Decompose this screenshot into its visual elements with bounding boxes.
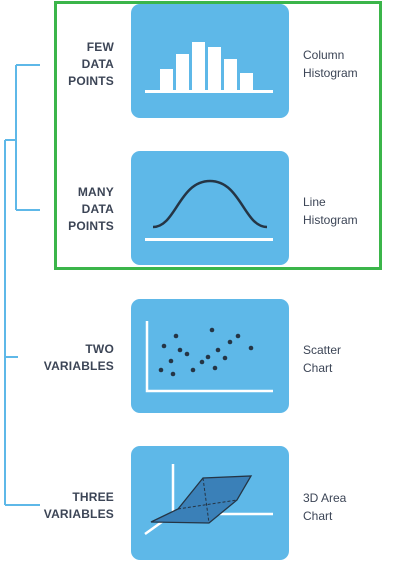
line-histogram-icon: [145, 179, 273, 241]
tree-upper-branch: [5, 64, 40, 211]
row-label-line: THREE: [72, 490, 114, 504]
chart-name-line: 3D Area: [303, 491, 347, 505]
chart-name-line: Column: [303, 48, 345, 62]
scatter-chart-tile[interactable]: [131, 299, 289, 413]
chart-name-column-histogram: Column Histogram: [303, 46, 358, 82]
3d-area-chart-icon: [144, 464, 273, 536]
highlight-frame: [54, 1, 382, 270]
3d-area-chart-tile[interactable]: [131, 446, 289, 560]
row-label-line: DATA: [81, 57, 114, 71]
chart-name-line: Histogram: [303, 213, 358, 227]
chart-name-scatter-chart: Scatter Chart: [303, 341, 341, 377]
row-label-line: MANY: [77, 185, 114, 199]
row-label-line: POINTS: [68, 74, 114, 88]
line-histogram-tile[interactable]: [131, 151, 289, 265]
chart-name-line-histogram: Line Histogram: [303, 193, 358, 229]
column-histogram-tile[interactable]: [131, 4, 289, 118]
row-label-line: TWO: [85, 342, 114, 356]
chart-name-line: Histogram: [303, 66, 358, 80]
chart-name-line: Scatter: [303, 343, 342, 357]
row-label-many-data-points: MANY DATA POINTS: [2, 184, 114, 235]
row-label-few-data-points: FEW DATA POINTS: [2, 39, 114, 90]
row-label-two-variables: TWO VARIABLES: [2, 341, 114, 375]
row-label-line: DATA: [81, 202, 114, 216]
chart-name-line: Line: [303, 195, 326, 209]
column-histogram-icon: [145, 42, 273, 93]
row-label-line: POINTS: [68, 219, 114, 233]
row-label-line: VARIABLES: [43, 359, 114, 373]
scatter-chart-icon: [145, 321, 273, 393]
row-label-three-variables: THREE VARIABLES: [2, 489, 114, 523]
row-label-line: VARIABLES: [43, 507, 114, 521]
row-label-line: FEW: [86, 40, 114, 54]
chart-name-line: Chart: [303, 509, 333, 523]
chart-name-line: Chart: [303, 361, 333, 375]
chart-name-3d-area-chart: 3D Area Chart: [303, 489, 346, 525]
